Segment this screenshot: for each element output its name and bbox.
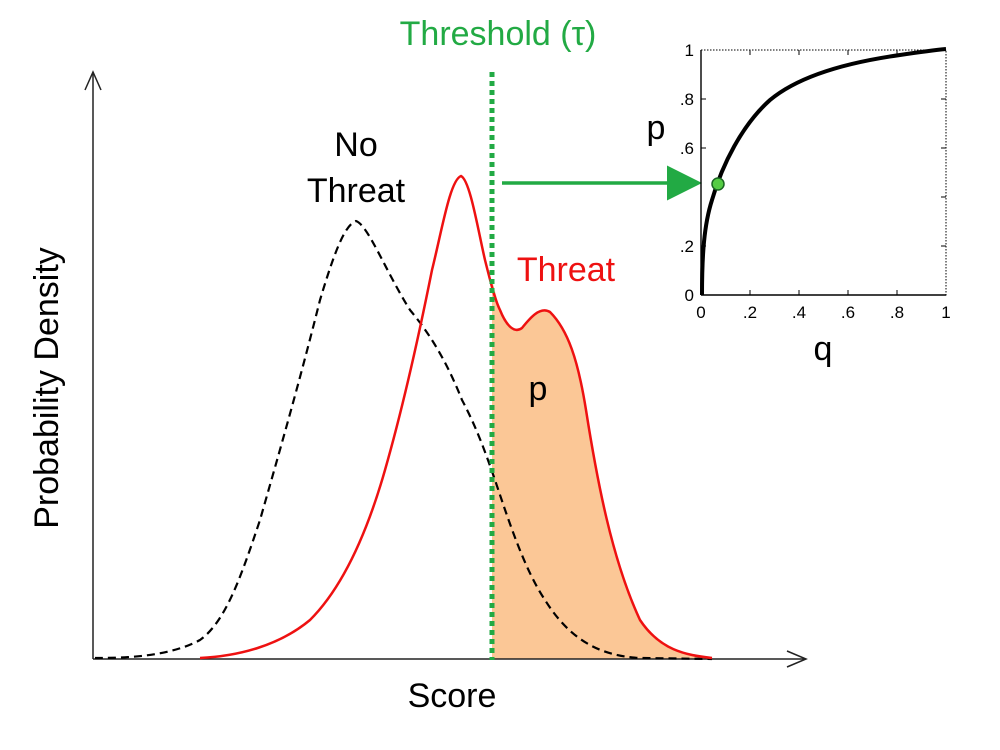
inset-y-tick-1: .2 [680, 237, 694, 256]
no-threat-label-line2: Threat [307, 172, 406, 210]
x-axis-label: Score [408, 677, 497, 715]
inset-x-tick-0: 0 [696, 303, 705, 322]
inset-frame [700, 49, 947, 296]
inset-x-axis-label: q [814, 330, 833, 368]
x-axis-arrowhead [786, 650, 808, 668]
y-axis-label: Probability Density [28, 247, 66, 529]
inset-roc-curve [700, 47, 947, 296]
inset-x-tick-2: .4 [792, 303, 806, 322]
operating-point-marker [711, 177, 725, 191]
threshold-label: Threshold (τ) [400, 15, 597, 53]
inset-y-tick-2: .6 [680, 139, 694, 158]
inset-x-tick-4: .8 [890, 303, 904, 322]
inset-x-ticks [749, 50, 898, 295]
inset-plot: 0 .2 .4 .6 .8 1 0 .2 .6 .8 1 p q [647, 41, 951, 368]
inset-y-axis-label: p [647, 109, 666, 147]
threat-tail-area [492, 280, 712, 659]
main-axes [84, 70, 808, 668]
inset-y-tick-4: 1 [685, 41, 694, 60]
inset-y-ticks [701, 98, 946, 247]
inset-y-tick-0: 0 [685, 286, 694, 305]
inset-y-tick-3: .8 [680, 90, 694, 109]
no-threat-curve [94, 219, 713, 661]
inset-x-tick-3: .6 [841, 303, 855, 322]
threat-curve [199, 174, 713, 660]
y-axis-arrowhead [84, 70, 102, 91]
inset-x-tick-1: .2 [743, 303, 757, 322]
no-threat-label-line1: No [334, 126, 377, 164]
inset-x-tick-5: 1 [941, 303, 950, 322]
area-p-label: p [529, 370, 548, 408]
threat-label: Threat [517, 251, 616, 289]
